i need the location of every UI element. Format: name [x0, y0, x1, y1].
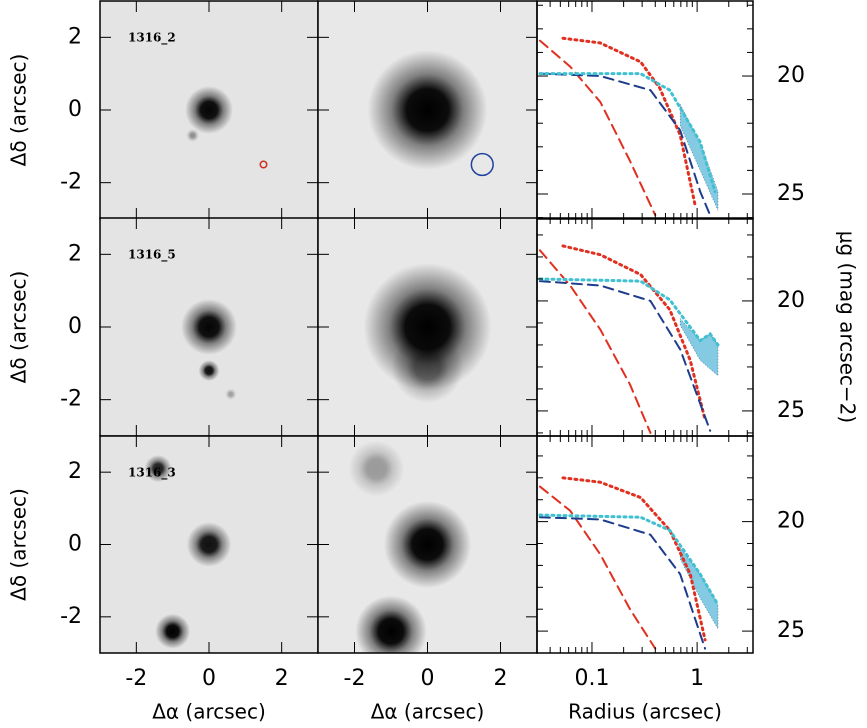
profile-line: [538, 249, 652, 434]
source: [186, 522, 232, 567]
panel-content: [538, 36, 719, 217]
profile-line: [538, 277, 720, 347]
y-tick-label: 0: [68, 97, 82, 122]
aperture-marker: [470, 152, 494, 177]
x-tick-label: 0.1: [574, 666, 609, 691]
y2-tick-label: 20: [777, 63, 805, 88]
x-tick-label: -2: [344, 666, 366, 691]
profile-line: [561, 244, 707, 422]
panel: 1316_3 -2 0 2 -2 0 2 Δδ (arcsec) Δα (arcsec): [7, 435, 319, 724]
panel-content: [538, 244, 720, 434]
profile-line: [538, 485, 657, 650]
y-tick-label: -2: [60, 604, 82, 629]
profile-line: [561, 36, 697, 208]
source: [225, 388, 237, 400]
panel: -2 0 2 Δα (arcsec): [317, 435, 538, 724]
y-tick-label: -2: [60, 387, 82, 412]
x-tick-label: 0: [202, 666, 216, 691]
source: [186, 129, 200, 142]
x-tick-label: 1: [690, 666, 704, 691]
source: [383, 500, 472, 589]
panel: 0.1 1 20 25 Radius (arcsec) μg (mag arcsec−2): [536, 231, 860, 724]
panel: 1316_5 -2 0 2 Δδ (arcsec): [7, 217, 319, 437]
profile-line: [538, 516, 707, 650]
y-tick-label: 2: [68, 241, 82, 266]
source: [144, 455, 172, 483]
y-tick-label: 2: [68, 24, 82, 49]
y-tick-label: -2: [60, 170, 82, 195]
x-axis-label: Δα (arcsec): [371, 700, 485, 724]
y-axis-label: Δδ (arcsec): [7, 271, 31, 384]
panel-label: 1316_3: [128, 466, 176, 481]
y2-axis-label: μg (mag arcsec−2): [836, 231, 860, 423]
x-axis-label: Radius (arcsec): [568, 700, 722, 724]
y-axis-label: Δδ (arcsec): [7, 54, 31, 167]
source: [355, 595, 427, 653]
panel: [317, 0, 538, 220]
x-tick-label: -2: [125, 666, 147, 691]
panel-content: [538, 476, 720, 650]
panel-content: [318, 218, 537, 436]
panel-frame: [536, 217, 754, 437]
panel-content: [100, 1, 318, 219]
panel-label: 1316_2: [128, 31, 176, 46]
panel-frame: [536, 435, 754, 654]
profile-line: [538, 39, 657, 217]
source: [185, 86, 233, 134]
panel: [317, 217, 538, 437]
x-tick-label: 2: [275, 666, 289, 691]
y2-tick-label: 25: [777, 181, 805, 206]
source: [367, 50, 488, 170]
panel-content: [100, 218, 318, 436]
source: [363, 263, 492, 391]
panel-label: 1316_5: [128, 248, 176, 263]
y2-tick-label: 25: [777, 398, 805, 423]
aperture-marker: [259, 160, 268, 169]
y2-tick-label: 20: [777, 509, 805, 534]
source: [155, 613, 191, 649]
profile-line: [538, 72, 717, 194]
profile-line: [538, 513, 720, 607]
x-axis-label: Δα (arcsec): [152, 700, 266, 724]
profile-line: [538, 72, 712, 217]
panel-content: [318, 436, 537, 653]
y-tick-label: 0: [68, 314, 82, 339]
source: [198, 360, 220, 381]
x-tick-label: 0: [421, 666, 435, 691]
y-tick-label: 0: [68, 532, 82, 557]
profile-band: [679, 317, 719, 377]
y-axis-label: Δδ (arcsec): [7, 488, 31, 601]
profile-line: [561, 476, 707, 642]
y-tick-label: 2: [68, 459, 82, 484]
panel-frame: [536, 0, 754, 220]
panel-content: [318, 1, 537, 219]
y2-tick-label: 25: [777, 618, 805, 643]
panel: 1316_2 -2 0 2 Δδ (arcsec): [7, 0, 319, 220]
panel-content: [100, 436, 318, 653]
x-tick-label: 2: [494, 666, 508, 691]
profile-line: [538, 280, 712, 432]
y2-tick-label: 20: [777, 288, 805, 313]
source: [348, 440, 405, 497]
source: [181, 299, 237, 355]
